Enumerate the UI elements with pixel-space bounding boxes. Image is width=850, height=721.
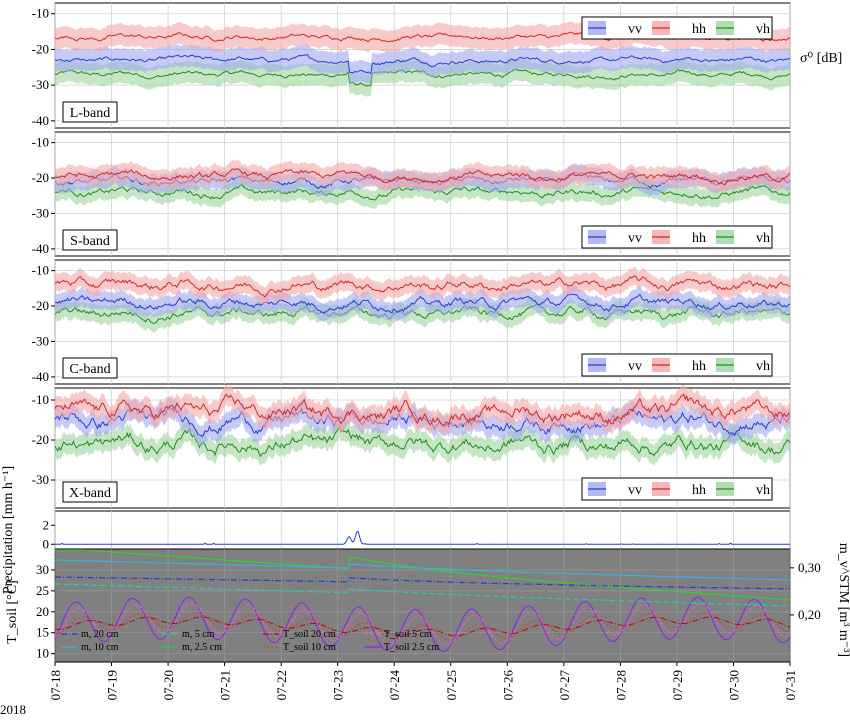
vv-band-area bbox=[55, 284, 790, 323]
x-tick-label: 07-24 bbox=[387, 670, 402, 701]
precip-tick-label: 0 bbox=[43, 536, 50, 551]
soil-legend-label: T_soil 2.5 cm bbox=[384, 642, 439, 653]
legend-label-hh: hh bbox=[692, 231, 706, 246]
x-tick-label: 07-21 bbox=[218, 670, 233, 700]
year-label: 2018 bbox=[0, 702, 26, 717]
band-label: S-band bbox=[70, 234, 110, 249]
hh-band-area bbox=[55, 267, 790, 306]
legend-label-vh: vh bbox=[756, 231, 770, 246]
y-tick-label: -20 bbox=[32, 170, 49, 185]
m-10cm-line bbox=[55, 559, 791, 581]
x-tick-label: 07-31 bbox=[783, 670, 798, 700]
legend-box bbox=[581, 225, 773, 249]
precip-tick-label: 2 bbox=[43, 517, 50, 532]
legend-label-vh: vh bbox=[756, 483, 770, 498]
band-label: C-band bbox=[69, 362, 110, 377]
x-tick-label: 07-20 bbox=[161, 670, 176, 700]
x-tick-label: 07-22 bbox=[274, 670, 289, 700]
x-tick-label: 07-27 bbox=[557, 670, 572, 701]
x-tick-label: 07-23 bbox=[331, 670, 346, 700]
y-tick-label: -20 bbox=[32, 298, 49, 313]
hh-series-line bbox=[54, 393, 791, 426]
band-label: L-band bbox=[70, 106, 110, 121]
y-tick-label: -20 bbox=[32, 432, 49, 447]
y-tick-label: -40 bbox=[32, 113, 49, 128]
vv-band-area bbox=[55, 43, 790, 85]
m-20cm-line bbox=[55, 576, 791, 590]
soil-right-tick-label: 0,30 bbox=[798, 560, 821, 575]
legend-label-vv: vv bbox=[628, 359, 642, 374]
sigma-axis-label: σ⁰ [dB] bbox=[800, 51, 842, 66]
x-tick-label: 07-30 bbox=[726, 670, 741, 700]
m-5cm-line bbox=[55, 583, 791, 607]
soil-temp-line bbox=[54, 612, 791, 641]
soil-right-tick-label: 0,20 bbox=[798, 607, 821, 622]
soil-legend-label: m, 10 cm bbox=[81, 642, 119, 653]
y-tick-label: -10 bbox=[32, 392, 49, 407]
legend-label-hh: hh bbox=[692, 483, 706, 498]
y-tick-label: -30 bbox=[32, 472, 49, 487]
soil-tick-label: 20 bbox=[36, 604, 49, 619]
soil-right-axis-label: m_v^STM [m³ m⁻³] bbox=[836, 543, 850, 657]
band-label-box bbox=[62, 101, 118, 123]
soil-legend-label: T_soil 20 cm bbox=[283, 629, 336, 640]
band-label-box bbox=[62, 229, 118, 251]
y-tick-label: -20 bbox=[32, 41, 49, 56]
legend-label-vh: vh bbox=[756, 359, 770, 374]
x-tick-label: 07-29 bbox=[670, 670, 685, 700]
y-tick-label: -40 bbox=[32, 369, 49, 384]
x-tick-label: 07-28 bbox=[613, 670, 628, 700]
legend-label-vv: vv bbox=[628, 231, 642, 246]
precip-frame bbox=[54, 510, 791, 550]
y-tick-label: -10 bbox=[32, 6, 49, 21]
vv-series-line bbox=[54, 53, 791, 75]
y-tick-label: -40 bbox=[32, 241, 49, 256]
hh-series-line bbox=[55, 275, 791, 298]
soil-left-axis-label: T_soil [°C] bbox=[5, 580, 20, 644]
hh-series-line bbox=[54, 168, 791, 186]
x-tick-label: 07-18 bbox=[48, 670, 63, 700]
soil-legend-label: T_soil 10 cm bbox=[283, 642, 336, 653]
y-tick-label: -30 bbox=[32, 205, 49, 220]
soil-legend-label: T_soil 5 cm bbox=[384, 629, 432, 640]
soil-temp-line bbox=[54, 616, 791, 637]
precip-axis-label: Precipitation [mm h⁻¹] bbox=[1, 466, 16, 594]
soil-tick-label: 25 bbox=[36, 583, 49, 598]
x-tick-label: 07-26 bbox=[500, 670, 515, 701]
precip-line bbox=[55, 530, 790, 545]
legend-box bbox=[581, 353, 773, 377]
legend-box bbox=[581, 16, 773, 40]
x-tick-label: 07-19 bbox=[105, 670, 120, 700]
soil-legend-label: m, 20 cm bbox=[81, 629, 119, 640]
soil-temp-line bbox=[54, 602, 791, 646]
y-tick-label: -10 bbox=[32, 263, 49, 278]
y-tick-label: -10 bbox=[32, 135, 49, 150]
legend-label-vh: vh bbox=[756, 22, 770, 37]
vv-series-line bbox=[55, 293, 790, 315]
band-label-box bbox=[62, 481, 118, 503]
hh-band-area bbox=[55, 159, 790, 194]
soil-tick-label: 10 bbox=[36, 646, 49, 661]
legend-label-vv: vv bbox=[628, 22, 642, 37]
legend-label-hh: hh bbox=[692, 22, 706, 37]
soil-temp-line bbox=[54, 596, 791, 653]
soil-legend-label: m, 5 cm bbox=[182, 629, 215, 640]
vh-series-line bbox=[54, 425, 791, 458]
x-tick-label: 07-25 bbox=[444, 670, 459, 700]
legend-box bbox=[581, 477, 773, 501]
hh-band-area bbox=[55, 384, 790, 436]
y-tick-label: -30 bbox=[32, 333, 49, 348]
band-label-box bbox=[62, 357, 118, 379]
soil-tick-label: 15 bbox=[36, 625, 49, 640]
soil-legend-label: m, 2.5 cm bbox=[182, 642, 222, 653]
legend-label-vv: vv bbox=[628, 483, 642, 498]
legend-label-hh: hh bbox=[692, 359, 706, 374]
soil-tick-label: 30 bbox=[36, 562, 49, 577]
y-tick-label: -30 bbox=[32, 77, 49, 92]
vh-series-line bbox=[54, 303, 790, 324]
band-label: X-band bbox=[69, 486, 111, 501]
